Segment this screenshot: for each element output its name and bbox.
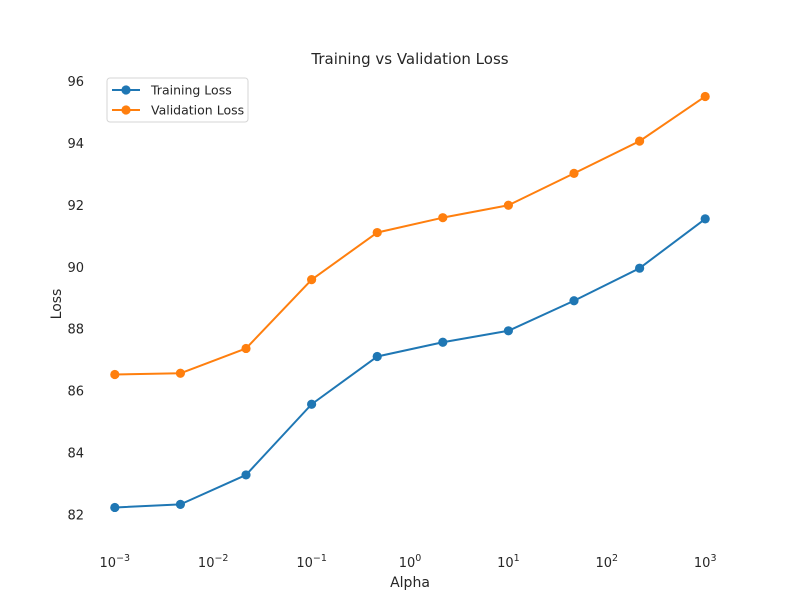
training-loss-point [175, 499, 186, 509]
training-loss-legend-marker [121, 85, 131, 95]
training-loss-point [503, 326, 514, 336]
legend-label: Training Loss [150, 83, 232, 98]
validation-loss-point [503, 200, 514, 210]
validation-loss-point [569, 168, 579, 178]
chart-title: Training vs Validation Loss [310, 50, 508, 68]
x-tick-label: 102 [596, 553, 619, 571]
x-axis: 10−3 10−2 10−1 100 101 102 103 [100, 553, 717, 571]
validation-loss-point [241, 343, 251, 354]
y-tick-label: 88 [67, 323, 84, 338]
validation-loss-legend-marker [121, 105, 131, 115]
y-axis-label: Loss [49, 289, 65, 320]
training-loss-point [634, 263, 645, 273]
validation-loss-point [175, 368, 186, 378]
y-tick-label: 82 [67, 509, 84, 524]
y-tick-label: 90 [67, 261, 84, 276]
training-loss-point [307, 399, 317, 409]
y-tick-label: 92 [67, 199, 84, 214]
training-loss-line [113, 217, 707, 509]
validation-loss-point [372, 227, 382, 238]
validation-loss-point [110, 369, 120, 380]
y-tick-label: 94 [67, 137, 84, 152]
validation-loss-point [700, 91, 710, 102]
x-axis-label: Alpha [390, 575, 430, 591]
x-tick-label: 103 [694, 553, 717, 571]
training-loss-point [700, 214, 710, 224]
legend-box [106, 77, 249, 123]
y-tick-label: 86 [67, 385, 84, 400]
validation-loss-point [634, 136, 645, 146]
validation-loss-point [307, 275, 317, 285]
training-loss-point [110, 502, 120, 513]
series-layer [110, 91, 710, 513]
y-axis: 82 84 86 88 90 92 94 96 [67, 75, 84, 524]
validation-loss-point [438, 213, 448, 223]
legend-label: Validation Loss [151, 103, 244, 118]
y-tick-label: 84 [67, 447, 84, 462]
x-tick-label: 10−3 [100, 553, 131, 571]
validation-loss-line [113, 95, 707, 376]
legend: Training Loss Validation Loss [106, 77, 249, 123]
y-tick-label: 96 [67, 75, 84, 90]
training-loss-point [372, 351, 382, 362]
training-loss-point [438, 337, 448, 347]
x-tick-label: 10−1 [296, 553, 327, 571]
x-tick-label: 101 [497, 553, 520, 571]
training-loss-point [241, 470, 251, 480]
training-loss-point [569, 296, 579, 306]
x-tick-label: 100 [399, 553, 422, 571]
x-tick-label: 10−2 [198, 553, 229, 571]
